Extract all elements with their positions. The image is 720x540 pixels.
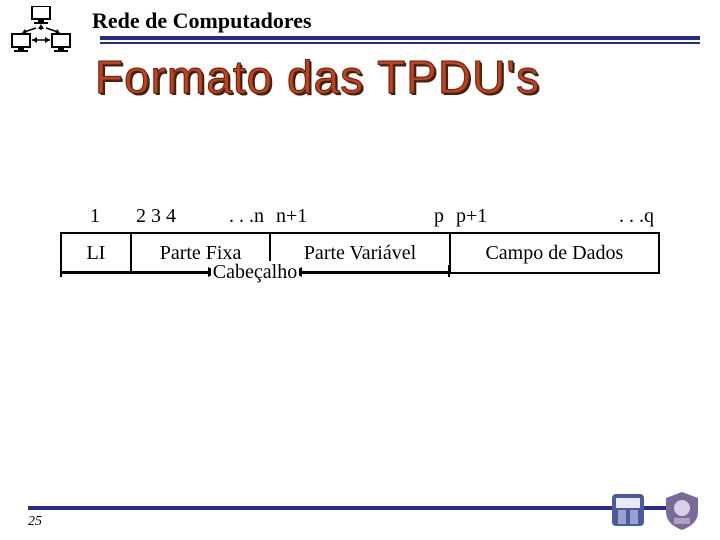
institution-logo-2-icon [660,488,704,532]
bracket-label: Cabeçalho [211,261,299,284]
course-title: Rede de Computadores [92,8,312,34]
network-logo-icon [10,6,72,59]
field-campo-dados: Campo de Dados [451,234,658,272]
header-bracket: Cabeçalho [60,261,450,284]
pos-234: 2 3 4 [130,205,200,228]
footer-divider [28,506,692,510]
pos-q: . . .q [510,205,660,228]
pos-n: . . .n [200,205,270,228]
slide-title: Formato das TPDU's [95,50,540,104]
pos-pp1: p+1 [450,205,510,228]
tpdu-format-diagram: 1 2 3 4 . . .n n+1 p p+1 . . .q LI Parte… [60,205,660,274]
page-number: 25 [28,514,42,530]
pos-np1: n+1 [270,205,330,228]
pos-p: p [330,205,450,228]
header-divider [100,36,700,44]
byte-position-labels: 1 2 3 4 . . .n n+1 p p+1 . . .q [60,205,660,228]
institution-logo-1-icon [606,488,650,532]
pos-1: 1 [60,205,130,228]
footer-logos [606,488,704,532]
